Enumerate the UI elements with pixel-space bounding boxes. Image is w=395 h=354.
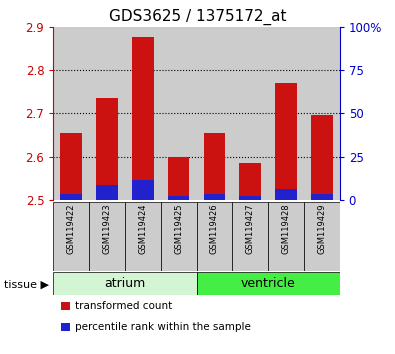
Bar	[161, 27, 197, 200]
Bar	[232, 202, 268, 271]
Bar	[53, 27, 89, 200]
Bar	[89, 27, 125, 200]
Text: ventricle: ventricle	[241, 276, 295, 290]
Bar	[304, 27, 340, 200]
Bar	[311, 194, 333, 200]
Bar	[125, 202, 161, 271]
Bar	[53, 27, 89, 200]
Bar	[132, 181, 154, 200]
Bar	[60, 194, 82, 200]
Bar	[53, 272, 197, 295]
Text: percentile rank within the sample: percentile rank within the sample	[75, 322, 250, 332]
Text: GSM119428: GSM119428	[282, 204, 290, 255]
Bar	[89, 202, 125, 271]
Bar	[89, 27, 125, 200]
Bar	[96, 98, 118, 200]
Bar	[161, 27, 197, 200]
Bar	[132, 38, 154, 200]
Bar	[125, 27, 161, 200]
Text: GSM119424: GSM119424	[138, 204, 147, 255]
Bar	[125, 27, 161, 200]
Bar	[197, 272, 340, 295]
Bar	[204, 133, 225, 200]
Bar	[60, 133, 82, 200]
Bar	[268, 27, 304, 200]
Bar	[268, 202, 304, 271]
Bar	[168, 196, 189, 200]
Bar	[197, 27, 232, 200]
Bar	[161, 202, 197, 271]
Bar	[275, 189, 297, 200]
Bar	[275, 83, 297, 200]
Bar	[239, 163, 261, 200]
Text: GSM119426: GSM119426	[210, 204, 219, 255]
Text: transformed count: transformed count	[75, 301, 172, 311]
Text: GDS3625 / 1375172_at: GDS3625 / 1375172_at	[109, 9, 286, 25]
Text: atrium: atrium	[104, 276, 145, 290]
Text: GSM119425: GSM119425	[174, 204, 183, 255]
Text: tissue ▶: tissue ▶	[4, 280, 49, 290]
Bar	[311, 115, 333, 200]
Bar	[53, 202, 89, 271]
Bar	[96, 185, 118, 200]
Text: GSM119423: GSM119423	[103, 204, 111, 255]
Bar	[304, 27, 340, 200]
Bar	[239, 196, 261, 200]
Bar	[197, 27, 232, 200]
Bar	[204, 194, 225, 200]
Text: GSM119427: GSM119427	[246, 204, 255, 255]
Text: GSM119429: GSM119429	[317, 204, 326, 255]
Bar	[304, 202, 340, 271]
Bar	[268, 27, 304, 200]
Bar	[232, 27, 268, 200]
Bar	[197, 202, 232, 271]
Bar	[168, 156, 189, 200]
Bar	[232, 27, 268, 200]
Text: GSM119422: GSM119422	[67, 204, 76, 255]
